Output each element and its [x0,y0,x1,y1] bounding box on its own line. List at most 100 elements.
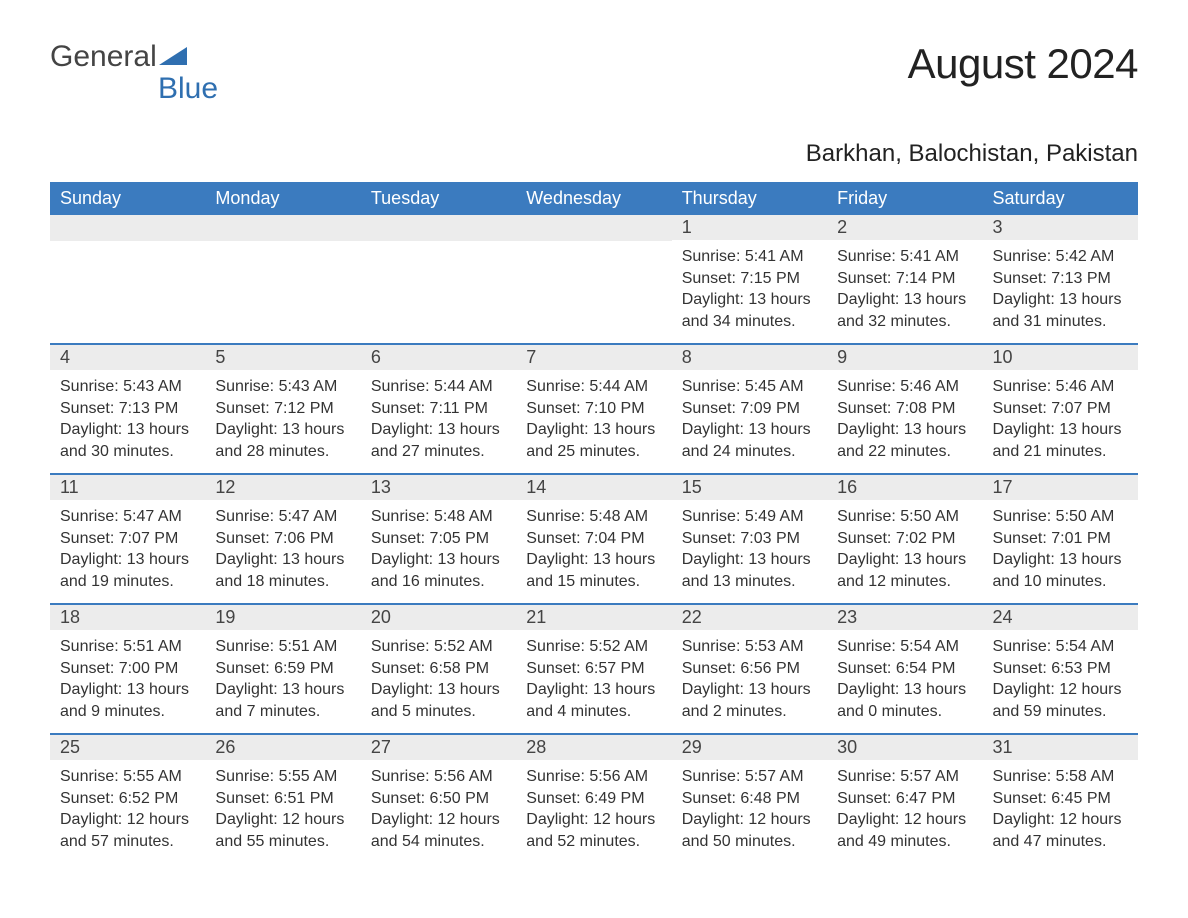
day-number: 30 [827,735,982,760]
day-details: Sunrise: 5:50 AMSunset: 7:01 PMDaylight:… [983,500,1138,602]
calendar-day: 19Sunrise: 5:51 AMSunset: 6:59 PMDayligh… [205,605,360,733]
calendar-week: 25Sunrise: 5:55 AMSunset: 6:52 PMDayligh… [50,733,1138,863]
day-number: 10 [983,345,1138,370]
logo-triangle-icon [159,47,187,67]
calendar-day: 1Sunrise: 5:41 AMSunset: 7:15 PMDaylight… [672,215,827,343]
day-number: 23 [827,605,982,630]
calendar-day: 4Sunrise: 5:43 AMSunset: 7:13 PMDaylight… [50,345,205,473]
calendar-day: 22Sunrise: 5:53 AMSunset: 6:56 PMDayligh… [672,605,827,733]
day-details: Sunrise: 5:51 AMSunset: 7:00 PMDaylight:… [50,630,205,732]
day-number: 6 [361,345,516,370]
day-details: Sunrise: 5:42 AMSunset: 7:13 PMDaylight:… [983,240,1138,342]
calendar-day: 17Sunrise: 5:50 AMSunset: 7:01 PMDayligh… [983,475,1138,603]
day-of-week-label: Sunday [50,182,205,215]
day-details: Sunrise: 5:46 AMSunset: 7:08 PMDaylight:… [827,370,982,472]
calendar-day: 29Sunrise: 5:57 AMSunset: 6:48 PMDayligh… [672,735,827,863]
day-details: Sunrise: 5:48 AMSunset: 7:04 PMDaylight:… [516,500,671,602]
calendar-day: 24Sunrise: 5:54 AMSunset: 6:53 PMDayligh… [983,605,1138,733]
day-number: 28 [516,735,671,760]
day-number: 9 [827,345,982,370]
location: Barkhan, Balochistan, Pakistan [50,140,1138,168]
day-details: Sunrise: 5:54 AMSunset: 6:54 PMDaylight:… [827,630,982,732]
day-number: 12 [205,475,360,500]
day-details: Sunrise: 5:43 AMSunset: 7:13 PMDaylight:… [50,370,205,472]
calendar-day: 28Sunrise: 5:56 AMSunset: 6:49 PMDayligh… [516,735,671,863]
calendar-week: 11Sunrise: 5:47 AMSunset: 7:07 PMDayligh… [50,473,1138,603]
calendar-day: 10Sunrise: 5:46 AMSunset: 7:07 PMDayligh… [983,345,1138,473]
day-details: Sunrise: 5:50 AMSunset: 7:02 PMDaylight:… [827,500,982,602]
day-number: 24 [983,605,1138,630]
day-number [361,215,516,241]
day-number: 13 [361,475,516,500]
day-details: Sunrise: 5:56 AMSunset: 6:49 PMDaylight:… [516,760,671,862]
calendar-day: 13Sunrise: 5:48 AMSunset: 7:05 PMDayligh… [361,475,516,603]
calendar-day: 11Sunrise: 5:47 AMSunset: 7:07 PMDayligh… [50,475,205,603]
day-number: 15 [672,475,827,500]
day-number: 8 [672,345,827,370]
day-of-week-label: Wednesday [516,182,671,215]
day-details: Sunrise: 5:52 AMSunset: 6:58 PMDaylight:… [361,630,516,732]
day-number: 26 [205,735,360,760]
calendar-day [516,215,671,343]
calendar-day: 12Sunrise: 5:47 AMSunset: 7:06 PMDayligh… [205,475,360,603]
day-number: 3 [983,215,1138,240]
calendar-day: 2Sunrise: 5:41 AMSunset: 7:14 PMDaylight… [827,215,982,343]
day-number [50,215,205,241]
calendar-week: 1Sunrise: 5:41 AMSunset: 7:15 PMDaylight… [50,215,1138,343]
day-details: Sunrise: 5:47 AMSunset: 7:07 PMDaylight:… [50,500,205,602]
day-of-week-label: Tuesday [361,182,516,215]
day-details: Sunrise: 5:56 AMSunset: 6:50 PMDaylight:… [361,760,516,862]
calendar: SundayMondayTuesdayWednesdayThursdayFrid… [50,182,1138,863]
day-details: Sunrise: 5:41 AMSunset: 7:15 PMDaylight:… [672,240,827,342]
day-number: 27 [361,735,516,760]
day-details: Sunrise: 5:51 AMSunset: 6:59 PMDaylight:… [205,630,360,732]
day-details: Sunrise: 5:54 AMSunset: 6:53 PMDaylight:… [983,630,1138,732]
day-details: Sunrise: 5:58 AMSunset: 6:45 PMDaylight:… [983,760,1138,862]
day-number [205,215,360,241]
calendar-day: 5Sunrise: 5:43 AMSunset: 7:12 PMDaylight… [205,345,360,473]
day-number: 18 [50,605,205,630]
calendar-day: 30Sunrise: 5:57 AMSunset: 6:47 PMDayligh… [827,735,982,863]
calendar-day: 16Sunrise: 5:50 AMSunset: 7:02 PMDayligh… [827,475,982,603]
calendar-day [205,215,360,343]
calendar-day: 18Sunrise: 5:51 AMSunset: 7:00 PMDayligh… [50,605,205,733]
calendar-day: 14Sunrise: 5:48 AMSunset: 7:04 PMDayligh… [516,475,671,603]
calendar-day: 25Sunrise: 5:55 AMSunset: 6:52 PMDayligh… [50,735,205,863]
day-number: 14 [516,475,671,500]
day-details: Sunrise: 5:49 AMSunset: 7:03 PMDaylight:… [672,500,827,602]
day-number: 25 [50,735,205,760]
day-of-week-label: Friday [827,182,982,215]
day-number: 22 [672,605,827,630]
day-number: 29 [672,735,827,760]
day-number: 16 [827,475,982,500]
day-number: 1 [672,215,827,240]
day-number: 19 [205,605,360,630]
day-details: Sunrise: 5:55 AMSunset: 6:51 PMDaylight:… [205,760,360,862]
day-details: Sunrise: 5:55 AMSunset: 6:52 PMDaylight:… [50,760,205,862]
day-number: 7 [516,345,671,370]
day-details: Sunrise: 5:57 AMSunset: 6:47 PMDaylight:… [827,760,982,862]
calendar-day: 31Sunrise: 5:58 AMSunset: 6:45 PMDayligh… [983,735,1138,863]
day-number [516,215,671,241]
calendar-day: 21Sunrise: 5:52 AMSunset: 6:57 PMDayligh… [516,605,671,733]
day-details: Sunrise: 5:53 AMSunset: 6:56 PMDaylight:… [672,630,827,732]
calendar-week: 18Sunrise: 5:51 AMSunset: 7:00 PMDayligh… [50,603,1138,733]
logo-text-general: General [50,40,157,74]
day-details: Sunrise: 5:52 AMSunset: 6:57 PMDaylight:… [516,630,671,732]
calendar-day: 3Sunrise: 5:42 AMSunset: 7:13 PMDaylight… [983,215,1138,343]
calendar-day: 20Sunrise: 5:52 AMSunset: 6:58 PMDayligh… [361,605,516,733]
logo-text-blue: Blue [158,72,1188,106]
calendar-day [50,215,205,343]
day-number: 4 [50,345,205,370]
calendar-day: 8Sunrise: 5:45 AMSunset: 7:09 PMDaylight… [672,345,827,473]
day-details: Sunrise: 5:43 AMSunset: 7:12 PMDaylight:… [205,370,360,472]
day-of-week-label: Saturday [983,182,1138,215]
day-details: Sunrise: 5:46 AMSunset: 7:07 PMDaylight:… [983,370,1138,472]
calendar-day: 27Sunrise: 5:56 AMSunset: 6:50 PMDayligh… [361,735,516,863]
calendar-day: 23Sunrise: 5:54 AMSunset: 6:54 PMDayligh… [827,605,982,733]
day-of-week-label: Thursday [672,182,827,215]
calendar-day: 7Sunrise: 5:44 AMSunset: 7:10 PMDaylight… [516,345,671,473]
day-details: Sunrise: 5:47 AMSunset: 7:06 PMDaylight:… [205,500,360,602]
day-details: Sunrise: 5:44 AMSunset: 7:10 PMDaylight:… [516,370,671,472]
day-details: Sunrise: 5:57 AMSunset: 6:48 PMDaylight:… [672,760,827,862]
